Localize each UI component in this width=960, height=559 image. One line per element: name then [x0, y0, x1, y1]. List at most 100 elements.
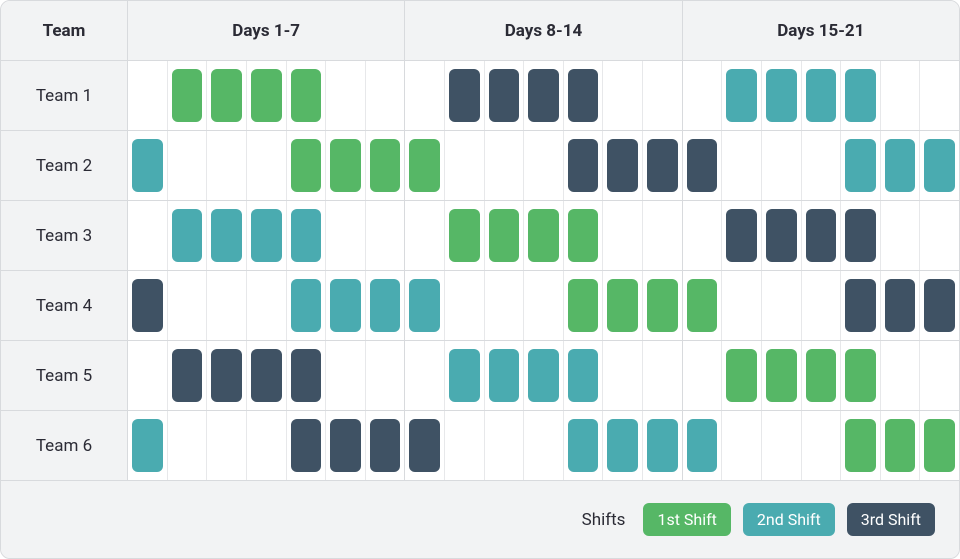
day-cell — [683, 201, 723, 270]
shift-block — [291, 279, 322, 332]
team-row: Team 6 — [1, 411, 959, 481]
day-cell — [326, 61, 366, 130]
day-cell — [643, 201, 682, 270]
legend: Shifts 1st Shift 2nd Shift 3rd Shift — [1, 481, 959, 558]
team-label: Team 4 — [1, 271, 128, 340]
shift-block — [647, 279, 678, 332]
day-cell — [564, 131, 604, 200]
day-cell — [366, 271, 405, 340]
shift-block — [806, 69, 837, 122]
day-cell — [802, 341, 842, 410]
legend-item-shift2: 2nd Shift — [743, 503, 835, 536]
shift-block — [409, 279, 440, 332]
day-cell — [366, 411, 405, 480]
day-cell — [722, 341, 762, 410]
day-cell — [603, 271, 643, 340]
shift-block — [607, 419, 638, 472]
day-cell — [722, 201, 762, 270]
shift-block — [370, 419, 401, 472]
week-col — [405, 341, 682, 410]
shift-block — [845, 279, 876, 332]
day-cell — [485, 341, 525, 410]
week-col — [683, 411, 959, 480]
header-week-2-label: Days 8-14 — [405, 1, 681, 60]
shift-block — [607, 139, 638, 192]
shift-block — [330, 139, 361, 192]
shift-block — [845, 209, 876, 262]
week-col — [405, 411, 682, 480]
day-cell — [445, 61, 485, 130]
week-col — [683, 341, 959, 410]
day-cell — [287, 131, 327, 200]
shift-block — [568, 349, 599, 402]
day-cell — [762, 61, 802, 130]
day-cell — [841, 131, 881, 200]
day-cell — [366, 61, 405, 130]
day-cell — [802, 411, 842, 480]
legend-item-shift1: 1st Shift — [643, 503, 730, 536]
day-cell — [405, 411, 445, 480]
day-cell — [524, 201, 564, 270]
day-cell — [247, 201, 287, 270]
team-label: Team 5 — [1, 341, 128, 410]
day-cell — [485, 201, 525, 270]
day-cell — [524, 61, 564, 130]
schedule-grid: Team Days 1-7 Days 8-14 Days 15-21 Team … — [1, 1, 959, 481]
day-cell — [841, 411, 881, 480]
day-cell — [366, 341, 405, 410]
shift-block — [806, 209, 837, 262]
shift-block — [291, 139, 322, 192]
shift-block — [330, 279, 361, 332]
day-cell — [128, 61, 168, 130]
week-col — [683, 61, 959, 130]
shift-block — [726, 69, 757, 122]
day-cell — [445, 201, 485, 270]
week-col — [128, 201, 405, 270]
shift-block — [409, 419, 440, 472]
day-cell — [920, 341, 959, 410]
day-cell — [881, 131, 921, 200]
day-cell — [207, 411, 247, 480]
day-cell — [485, 271, 525, 340]
week-col — [128, 271, 405, 340]
header-week-3-label: Days 15-21 — [683, 1, 959, 60]
shift-block — [845, 349, 876, 402]
day-cell — [920, 201, 959, 270]
shift-block — [132, 139, 163, 192]
day-cell — [168, 411, 208, 480]
week-col — [683, 131, 959, 200]
legend-item-shift3: 3rd Shift — [847, 503, 935, 536]
shift-block — [291, 69, 322, 122]
day-cell — [445, 271, 485, 340]
day-cell — [762, 341, 802, 410]
day-cell — [802, 131, 842, 200]
team-row: Team 2 — [1, 131, 959, 201]
shift-block — [211, 69, 242, 122]
day-cell — [247, 131, 287, 200]
shift-block — [885, 279, 916, 332]
day-cell — [643, 411, 682, 480]
week-col — [128, 131, 405, 200]
day-cell — [802, 61, 842, 130]
day-cell — [683, 61, 723, 130]
day-cell — [366, 131, 405, 200]
day-cell — [366, 201, 405, 270]
week-col — [405, 61, 682, 130]
shift-block — [845, 419, 876, 472]
day-cell — [168, 201, 208, 270]
day-cell — [287, 411, 327, 480]
day-cell — [881, 411, 921, 480]
shift-block — [251, 349, 282, 402]
shift-block — [528, 349, 559, 402]
shift-block — [528, 69, 559, 122]
day-cell — [881, 201, 921, 270]
day-cell — [485, 61, 525, 130]
day-cell — [247, 341, 287, 410]
day-cell — [683, 271, 723, 340]
day-cell — [841, 61, 881, 130]
day-cell — [207, 201, 247, 270]
shift-block — [687, 419, 718, 472]
day-cell — [762, 201, 802, 270]
shift-block — [172, 69, 203, 122]
day-cell — [405, 271, 445, 340]
